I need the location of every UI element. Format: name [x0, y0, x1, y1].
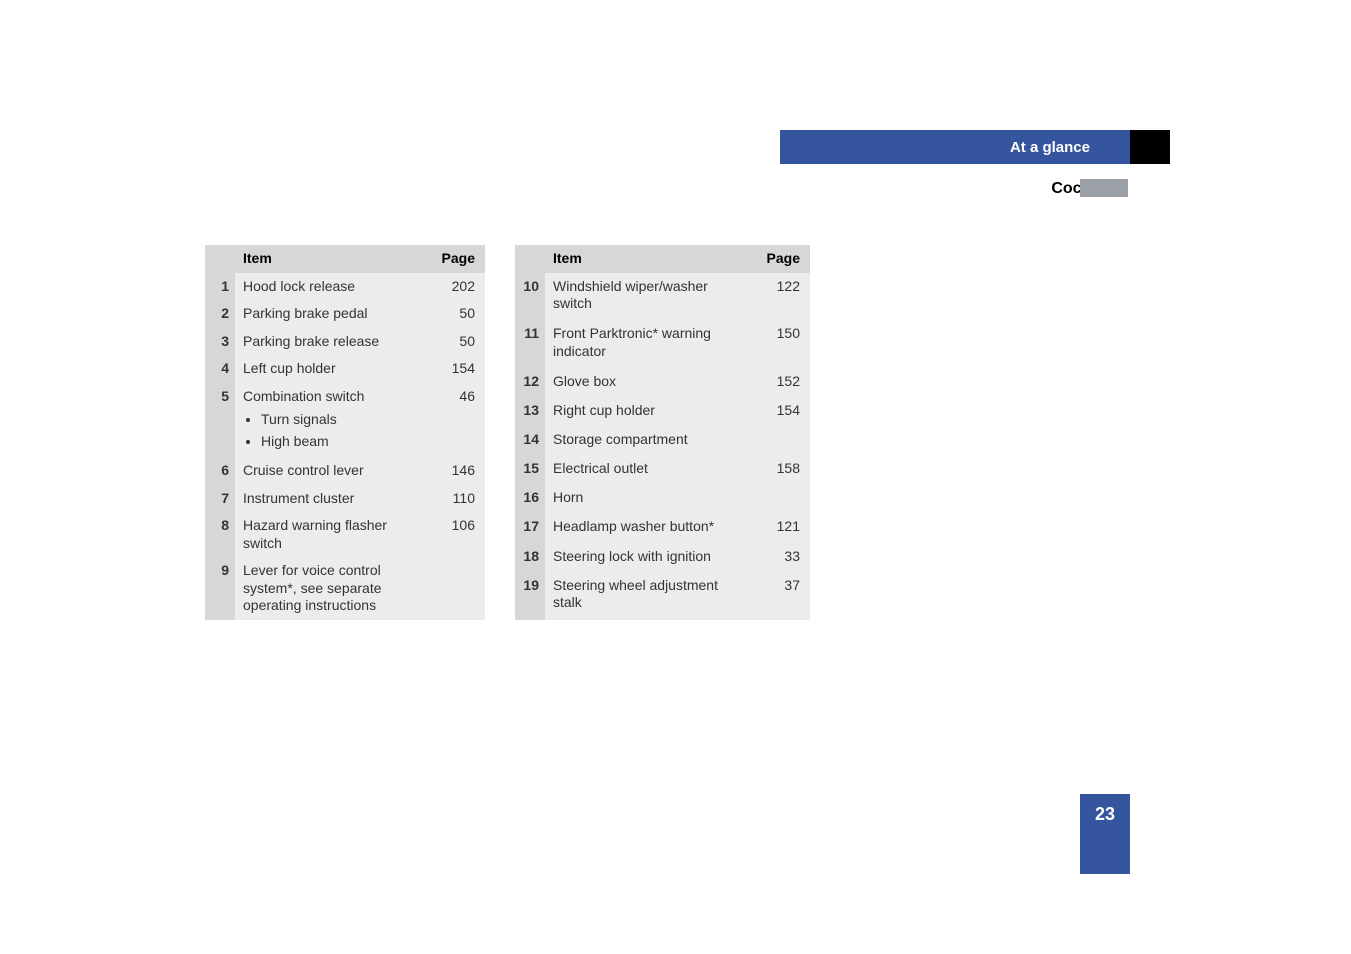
- tables-container: Item Page 1 Hood lock release 202 2 Park…: [205, 245, 810, 620]
- row-page: 152: [756, 368, 810, 397]
- table-row: 15 Electrical outlet 158: [515, 455, 810, 484]
- row-item: Cruise control lever: [235, 457, 431, 485]
- table-left-body: 1 Hood lock release 202 2 Parking brake …: [205, 273, 485, 620]
- row-page: 37: [756, 572, 810, 620]
- row-item: Steering wheel adjustment stalk: [545, 572, 756, 620]
- row-num: 16: [515, 484, 545, 513]
- row-item-text: Combination switch: [243, 388, 364, 404]
- cockpit-table-left: Item Page 1 Hood lock release 202 2 Park…: [205, 245, 485, 620]
- table-row: 17 Headlamp washer button* 121: [515, 513, 810, 542]
- row-num: 7: [205, 485, 235, 513]
- col-header-item: Item: [235, 245, 431, 273]
- row-page: [756, 484, 810, 513]
- row-item: Parking brake pedal: [235, 300, 431, 328]
- sublist-item: High beam: [261, 431, 423, 453]
- page-number-box: 23: [1080, 794, 1130, 874]
- table-row: 12 Glove box 152: [515, 368, 810, 397]
- row-item: Instrument cluster: [235, 485, 431, 513]
- row-item: Right cup holder: [545, 397, 756, 426]
- section-bar: At a glance: [780, 130, 1130, 164]
- sub-tab: [1080, 179, 1128, 197]
- row-item: Headlamp washer button*: [545, 513, 756, 542]
- row-num: 4: [205, 355, 235, 383]
- row-page: 146: [431, 457, 485, 485]
- row-item: Parking brake release: [235, 328, 431, 356]
- row-item: Horn: [545, 484, 756, 513]
- row-item: Lever for voice control system*, see sep…: [235, 557, 431, 620]
- table-row: 2 Parking brake pedal 50: [205, 300, 485, 328]
- row-item: Hazard warning flasher switch: [235, 512, 431, 557]
- section-tab: [1130, 130, 1170, 164]
- table-row: 5 Combination switch Turn signals High b…: [205, 383, 485, 458]
- row-num: 2: [205, 300, 235, 328]
- row-num: 15: [515, 455, 545, 484]
- table-row: 11 Front Parktronic* warning indicator 1…: [515, 320, 810, 368]
- row-item: Combination switch Turn signals High bea…: [235, 383, 431, 458]
- cockpit-table-right: Item Page 10 Windshield wiper/washer swi…: [515, 245, 810, 620]
- table-row: 10 Windshield wiper/washer switch 122: [515, 273, 810, 321]
- row-page: 150: [756, 320, 810, 368]
- col-header-blank: [515, 245, 545, 273]
- row-page: 110: [431, 485, 485, 513]
- table-row: 19 Steering wheel adjustment stalk 37: [515, 572, 810, 620]
- table-row: 1 Hood lock release 202: [205, 273, 485, 301]
- sub-title-row: Cockpit: [780, 180, 1130, 198]
- table-row: 6 Cruise control lever 146: [205, 457, 485, 485]
- row-num: 8: [205, 512, 235, 557]
- row-num: 13: [515, 397, 545, 426]
- table-row: 13 Right cup holder 154: [515, 397, 810, 426]
- row-sublist: Turn signals High beam: [243, 409, 423, 452]
- row-page: [431, 557, 485, 620]
- row-item: Left cup holder: [235, 355, 431, 383]
- row-page: 158: [756, 455, 810, 484]
- row-num: 14: [515, 426, 545, 455]
- row-num: 6: [205, 457, 235, 485]
- row-page: [756, 426, 810, 455]
- row-num: 12: [515, 368, 545, 397]
- table-row: 14 Storage compartment: [515, 426, 810, 455]
- row-page: 50: [431, 328, 485, 356]
- row-num: 11: [515, 320, 545, 368]
- table-row: 3 Parking brake release 50: [205, 328, 485, 356]
- row-item: Hood lock release: [235, 273, 431, 301]
- row-item: Front Parktronic* warning indicator: [545, 320, 756, 368]
- row-page: 122: [756, 273, 810, 321]
- table-row: 18 Steering lock with ignition 33: [515, 543, 810, 572]
- col-header-item: Item: [545, 245, 756, 273]
- row-page: 154: [431, 355, 485, 383]
- table-row: 9 Lever for voice control system*, see s…: [205, 557, 485, 620]
- row-num: 3: [205, 328, 235, 356]
- row-page: 154: [756, 397, 810, 426]
- col-header-page: Page: [431, 245, 485, 273]
- row-num: 18: [515, 543, 545, 572]
- row-num: 10: [515, 273, 545, 321]
- row-item: Windshield wiper/washer switch: [545, 273, 756, 321]
- row-item: Glove box: [545, 368, 756, 397]
- row-num: 1: [205, 273, 235, 301]
- row-page: 106: [431, 512, 485, 557]
- row-page: 202: [431, 273, 485, 301]
- row-item: Steering lock with ignition: [545, 543, 756, 572]
- table-right-body: 10 Windshield wiper/washer switch 122 11…: [515, 273, 810, 620]
- row-page: 121: [756, 513, 810, 542]
- row-page: 50: [431, 300, 485, 328]
- section-label: At a glance: [1010, 139, 1090, 156]
- row-num: 19: [515, 572, 545, 620]
- table-row: 8 Hazard warning flasher switch 106: [205, 512, 485, 557]
- row-num: 9: [205, 557, 235, 620]
- row-item: Electrical outlet: [545, 455, 756, 484]
- row-item: Storage compartment: [545, 426, 756, 455]
- table-row: 7 Instrument cluster 110: [205, 485, 485, 513]
- row-page: 33: [756, 543, 810, 572]
- col-header-page: Page: [756, 245, 810, 273]
- row-num: 5: [205, 383, 235, 458]
- row-num: 17: [515, 513, 545, 542]
- table-row: 16 Horn: [515, 484, 810, 513]
- sublist-item: Turn signals: [261, 409, 423, 431]
- table-row: 4 Left cup holder 154: [205, 355, 485, 383]
- row-page: 46: [431, 383, 485, 458]
- col-header-blank: [205, 245, 235, 273]
- page-number: 23: [1095, 804, 1115, 825]
